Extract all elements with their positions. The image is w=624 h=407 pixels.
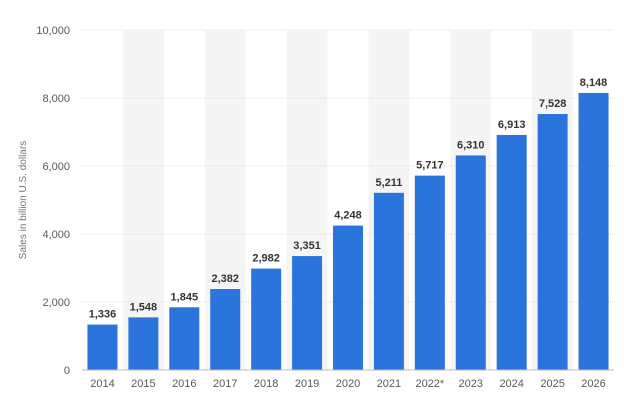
data-label: 4,248	[334, 210, 362, 222]
bar	[537, 114, 568, 370]
data-label: 8,148	[580, 77, 608, 89]
y-axis-label: Sales in billion U.S. dollars	[18, 141, 29, 259]
x-tick-label: 2017	[213, 378, 237, 390]
y-tick-label: 10,000	[36, 25, 70, 37]
y-tick-label: 2,000	[42, 297, 70, 309]
x-tick-label: 2023	[459, 378, 483, 390]
x-tick-label: 2019	[295, 378, 319, 390]
bar	[373, 192, 404, 370]
bar	[333, 225, 363, 370]
data-label: 3,351	[293, 240, 321, 252]
x-axis-ticks: 2014 2015 2016 2017 2018 2019 2020 2021 2022* 202…	[90, 378, 606, 390]
x-tick-label: 2026	[581, 378, 605, 390]
x-tick-label: 2025	[540, 378, 564, 390]
data-label: 1,336	[89, 309, 117, 321]
data-label: 1,548	[130, 301, 158, 313]
x-tick-label: 2021	[377, 378, 401, 390]
data-label: 1,845	[171, 291, 199, 303]
y-axis-ticks: 0 2,000 4,000 6,000 8,000 10,000	[36, 25, 70, 377]
data-label: 2,982	[252, 253, 280, 265]
data-label: 6,913	[498, 119, 526, 131]
bar	[578, 92, 609, 370]
bars	[87, 92, 609, 370]
bar	[496, 134, 527, 370]
data-labels: 1,336 1,548 1,845 2,382 2,982 3,351 4,248 5,211…	[89, 77, 608, 321]
y-tick-label: 8,000	[42, 93, 70, 105]
bar	[455, 155, 486, 370]
x-tick-label: 2018	[254, 378, 278, 390]
bar	[128, 317, 159, 370]
bar	[414, 175, 445, 370]
x-tick-label: 2014	[90, 378, 114, 390]
bar	[87, 324, 118, 370]
bar	[292, 256, 323, 370]
bar	[169, 307, 200, 370]
x-tick-label: 2016	[172, 378, 196, 390]
x-tick-label: 2024	[499, 378, 523, 390]
data-label: 5,211	[375, 177, 402, 189]
bar	[251, 268, 282, 370]
x-tick-label: 2015	[131, 378, 155, 390]
x-tick-label: 2022*	[415, 378, 444, 390]
y-tick-label: 0	[64, 365, 70, 377]
data-label: 2,382	[211, 273, 239, 285]
data-label: 5,717	[416, 160, 444, 172]
y-tick-label: 4,000	[42, 229, 70, 241]
data-label: 7,528	[539, 98, 567, 110]
y-tick-label: 6,000	[42, 161, 70, 173]
x-tick-label: 2020	[336, 378, 360, 390]
bar	[210, 289, 241, 370]
data-label: 6,310	[457, 139, 485, 151]
category-band	[122, 30, 164, 370]
